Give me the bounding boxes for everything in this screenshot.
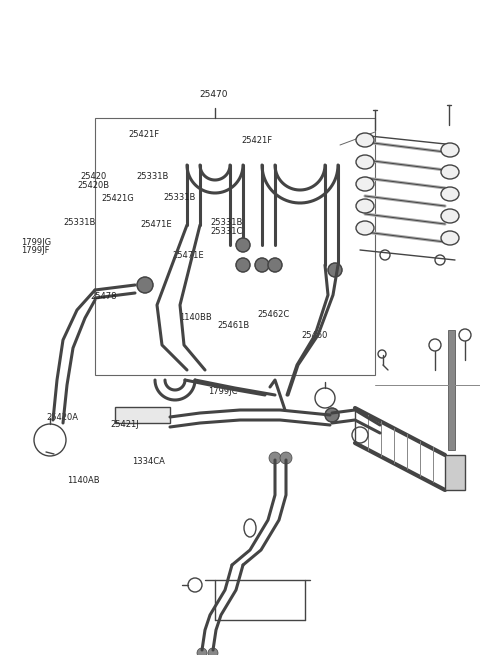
Text: 1799JG: 1799JG	[21, 238, 51, 247]
Bar	[95, 118, 375, 375]
Ellipse shape	[441, 231, 459, 245]
Bar	[445, 455, 465, 490]
Bar	[448, 330, 455, 450]
Circle shape	[197, 648, 207, 655]
Text: 25331B: 25331B	[136, 172, 169, 181]
Text: 25421G: 25421G	[101, 194, 134, 203]
Circle shape	[328, 263, 342, 277]
Circle shape	[236, 238, 250, 252]
Text: 25478: 25478	[90, 291, 117, 301]
Ellipse shape	[441, 143, 459, 157]
Circle shape	[268, 258, 282, 272]
Text: 25421F: 25421F	[241, 136, 272, 145]
Text: 25462C: 25462C	[257, 310, 290, 319]
Text: 25471E: 25471E	[173, 251, 204, 260]
Text: 25331B: 25331B	[164, 193, 196, 202]
Circle shape	[280, 452, 292, 464]
Text: 25471E: 25471E	[140, 219, 172, 229]
Text: 25421J: 25421J	[110, 420, 139, 429]
Ellipse shape	[356, 133, 374, 147]
Circle shape	[137, 277, 153, 293]
Text: 25421F: 25421F	[129, 130, 159, 139]
Text: 25331B: 25331B	[211, 218, 243, 227]
Text: 25460: 25460	[301, 331, 327, 340]
Ellipse shape	[356, 199, 374, 213]
Circle shape	[325, 408, 339, 422]
Ellipse shape	[441, 165, 459, 179]
Text: 1799JC: 1799JC	[208, 386, 238, 396]
Ellipse shape	[441, 209, 459, 223]
Text: 1140AB: 1140AB	[67, 476, 99, 485]
Text: 1334CA: 1334CA	[132, 457, 165, 466]
Bar	[115, 407, 170, 423]
Text: 25331C: 25331C	[211, 227, 243, 236]
Ellipse shape	[356, 177, 374, 191]
Text: 25420: 25420	[81, 172, 107, 181]
Text: 1140BB: 1140BB	[180, 312, 212, 322]
Ellipse shape	[356, 155, 374, 169]
Circle shape	[269, 452, 281, 464]
Text: 25420B: 25420B	[78, 181, 109, 190]
Text: 25331B: 25331B	[63, 218, 96, 227]
Ellipse shape	[356, 221, 374, 235]
Text: 25470: 25470	[199, 90, 228, 100]
Text: 1799JF: 1799JF	[21, 246, 49, 255]
Circle shape	[255, 258, 269, 272]
Text: 25420A: 25420A	[47, 413, 78, 422]
Circle shape	[236, 258, 250, 272]
Ellipse shape	[441, 187, 459, 201]
Text: 25461B: 25461B	[217, 321, 250, 330]
Circle shape	[208, 648, 218, 655]
